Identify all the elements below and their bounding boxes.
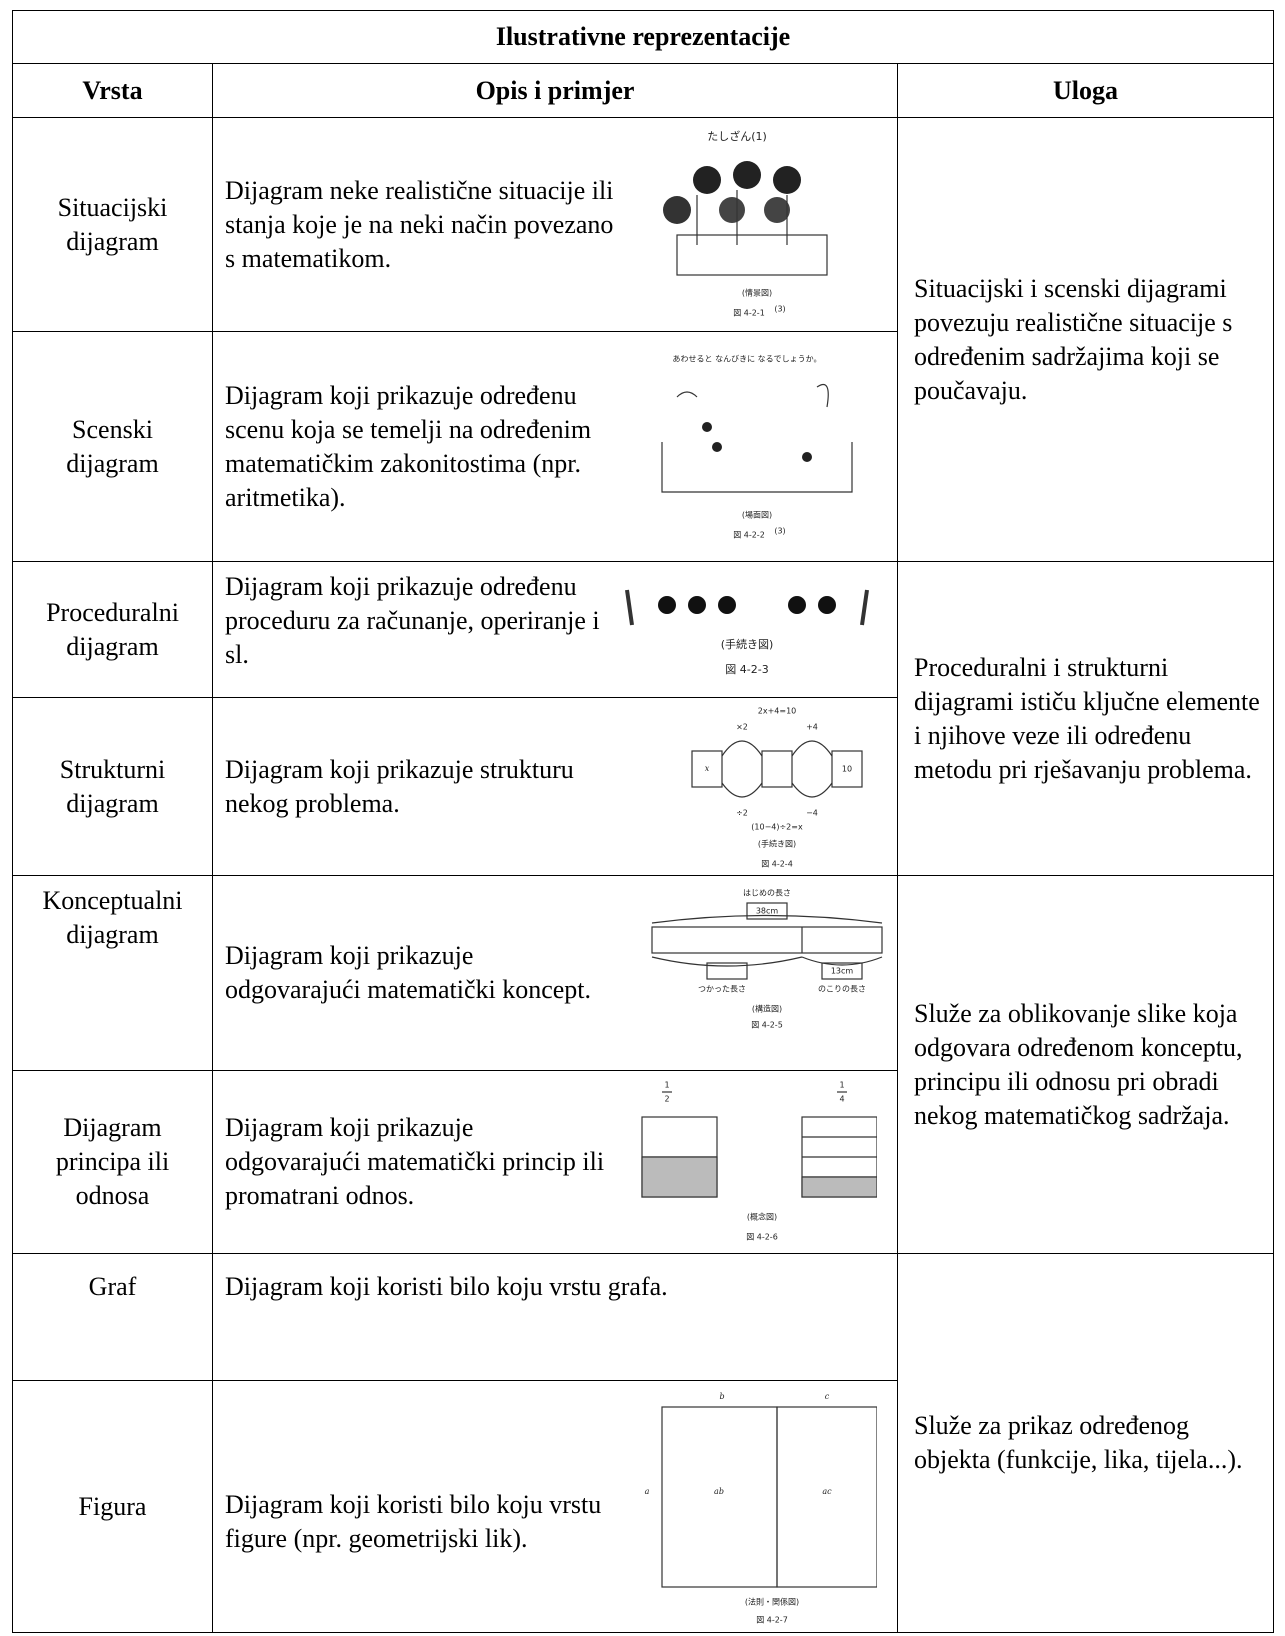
figure-ref: (3): [774, 304, 785, 313]
table-row: Konceptualni dijagram Dijagram koji prik…: [12, 875, 1275, 1254]
description-cell: Dijagram koji prikazuje određenu procedu…: [212, 561, 898, 698]
illustration: はじめの長さ 38cm 13cm つかった長さ のこりの長さ (構造図) 図 4…: [651, 889, 883, 1030]
description: Dijagram koji koristi bilo koju vrstu fi…: [225, 1489, 602, 1553]
box-label: x: [705, 764, 710, 773]
side-label: c: [825, 1392, 830, 1401]
description: Dijagram koji prikazuje određenu procedu…: [225, 571, 600, 669]
operation: −4: [806, 808, 818, 817]
figure-caption: (場面図): [742, 509, 772, 519]
area-label: ab: [714, 1487, 724, 1496]
role-cell: Situacijski i scenski dijagrami povezuju…: [896, 117, 1275, 562]
rest-length: 13cm: [831, 967, 854, 976]
figure-caption: (手続き図): [758, 838, 796, 848]
figure-caption: (構造図): [752, 1004, 782, 1014]
type-cell: Proceduralni dijagram: [12, 561, 213, 698]
figure-caption: (概念図): [747, 1212, 777, 1222]
table-title: Ilustrativne reprezentacije: [11, 10, 1275, 64]
table-row: Figura Dijagram koji koristi bilo koju v…: [12, 1380, 1274, 1633]
figure-caption: (法則・関係図): [745, 1596, 799, 1606]
description-cell: Dijagram koji koristi bilo koju vrstu gr…: [212, 1253, 898, 1381]
area-label: ac: [822, 1487, 832, 1496]
description: Dijagram koji prikazuje određenu scenu k…: [225, 380, 592, 512]
fraction-denominator: 2: [664, 1095, 669, 1104]
fraction-numerator: 1: [664, 1081, 669, 1090]
figure-caption: (手続き図): [721, 637, 774, 651]
role-cell: Proceduralni i strukturni dijagrami isti…: [896, 561, 1275, 876]
part-label: つかった長さ: [698, 985, 746, 994]
column-header: Opis i primjer: [212, 63, 898, 118]
type-cell: Scenski dijagram: [12, 331, 213, 562]
figure-heading: はじめの長さ: [743, 889, 791, 898]
operation: +4: [806, 722, 818, 731]
equation: 2x+4=10: [758, 706, 797, 715]
illustration: あわせると なんびきに なるでしょうか。 (場面図) 図 4-2-2 (3): [661, 354, 853, 539]
table: Ilustrativne reprezentacije Vrsta Opis i…: [11, 10, 1275, 1633]
operation: ×2: [736, 722, 748, 731]
fraction-numerator: 1: [839, 1081, 844, 1090]
description-cell: Dijagram koji prikazuje strukturu nekog …: [212, 697, 898, 876]
figure-caption: (情景図): [742, 287, 772, 297]
type-cell: Situacijski dijagram: [12, 117, 213, 332]
role-cell: Služe za prikaz određenog objekta (funkc…: [896, 1253, 1275, 1633]
figure-label: 図 4-2-7: [756, 1615, 788, 1624]
title-row: Ilustrativne reprezentacije: [11, 10, 1275, 64]
fraction-denominator: 4: [839, 1095, 844, 1104]
solution: (10−4)÷2=x: [751, 822, 803, 831]
table-row: Strukturni dijagram Dijagram koji prikaz…: [12, 697, 1274, 876]
description: Dijagram neke realistične situacije ili …: [225, 175, 614, 273]
figure-label: 図 4-2-5: [751, 1021, 783, 1030]
part-label: のこりの長さ: [818, 985, 866, 994]
type-cell: Strukturni dijagram: [12, 697, 213, 876]
description: Dijagram koji koristi bilo koju vrstu gr…: [225, 1272, 668, 1301]
illustration: 1 2 1 4 (概念図) 図 4-2-6: [641, 1081, 877, 1242]
column-header: Vrsta: [12, 63, 213, 118]
description: Dijagram koji prikazuje odgovarajući mat…: [225, 941, 592, 1004]
description: Dijagram koji prikazuje odgovarajući mat…: [225, 1113, 605, 1210]
total-length: 38cm: [756, 907, 779, 916]
side-label: a: [645, 1487, 650, 1496]
type-cell: Graf: [12, 1253, 213, 1381]
illustration: (手続き図) 図 4-2-3: [625, 589, 869, 676]
illustration: 2x+4=10 ×2 +4 x 10 ÷2 −4 (10−4)÷2=x (手続き…: [691, 706, 863, 868]
description-cell: Dijagram koji prikazuje odgovarajući mat…: [212, 1070, 898, 1254]
side-label: b: [719, 1392, 724, 1401]
table-row: Graf Dijagram koji koristi bilo koju vrs…: [12, 1253, 1275, 1633]
figure-label: 図 4-2-6: [746, 1233, 778, 1242]
column-header: Uloga: [896, 63, 1275, 118]
illustration: たしざん(1) (情景図) 図 4-2-1 (3): [663, 129, 828, 317]
operation: ÷2: [736, 808, 748, 817]
description-cell: Dijagram neke realistične situacije ili …: [212, 117, 898, 332]
type-cell: Figura: [12, 1380, 213, 1633]
table-row: Situacijski dijagram Dijagram neke reali…: [12, 117, 1275, 562]
figure-label: 図 4-2-2: [733, 530, 765, 539]
figure-heading: たしざん(1): [707, 129, 767, 143]
table-row: Dijagram principa ili odnosa Dijagram ko…: [12, 1070, 1274, 1254]
figure-label: 図 4-2-1: [733, 308, 765, 317]
figure-ref: (3): [774, 526, 785, 535]
description-cell: Dijagram koji prikazuje određenu scenu k…: [212, 331, 898, 562]
type-cell: Konceptualni dijagram: [12, 875, 213, 1071]
description: Dijagram koji prikazuje strukturu nekog …: [225, 754, 574, 818]
figure-label: 図 4-2-3: [725, 663, 768, 676]
header-row: Vrsta Opis i primjer Uloga: [12, 63, 1275, 118]
type-cell: Dijagram principa ili odnosa: [12, 1070, 213, 1254]
table-row: Proceduralni dijagram Dijagram koji prik…: [12, 561, 1275, 876]
description-cell: Dijagram koji prikazuje odgovarajući mat…: [212, 875, 898, 1071]
illustration: b c a ab ac (法則・関係図) 図 4-2-7: [645, 1392, 877, 1624]
figure-heading: あわせると なんびきに なるでしょうか。: [673, 354, 822, 363]
role-cell: Služe za oblikovanje slike koja odgovara…: [896, 875, 1275, 1254]
description-cell: Dijagram koji koristi bilo koju vrstu fi…: [212, 1380, 898, 1633]
box-label: 10: [842, 764, 852, 773]
figure-label: 図 4-2-4: [761, 859, 793, 868]
